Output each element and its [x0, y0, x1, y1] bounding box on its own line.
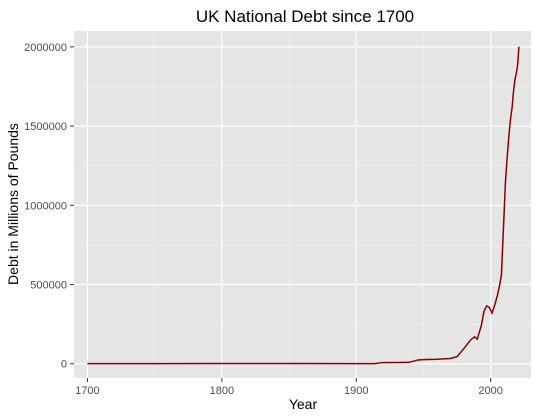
debt-series-line [87, 46, 520, 365]
x-tick-label: 1700 [75, 385, 99, 397]
y-axis-ticks: 0 500000 1000000 1500000 2000000 [24, 42, 74, 371]
y-tick-label: 0 [61, 359, 67, 371]
y-tick-label: 2000000 [24, 42, 67, 54]
y-tick-label: 500000 [30, 280, 67, 292]
plot-panel [74, 31, 531, 378]
chart-title: UK National Debt since 1700 [196, 7, 414, 26]
y-axis-label: Debt in Millions of Pounds [5, 123, 21, 285]
minor-gridlines [74, 31, 531, 378]
x-tick-label: 1800 [210, 385, 234, 397]
x-tick-label: 2000 [478, 385, 502, 397]
y-tick-label: 1000000 [24, 200, 67, 212]
y-tick-label: 1500000 [24, 121, 67, 133]
x-axis-ticks: 1700 1800 1900 2000 [75, 378, 503, 397]
x-tick-label: 1900 [344, 385, 368, 397]
x-axis-label: Year [289, 396, 318, 412]
